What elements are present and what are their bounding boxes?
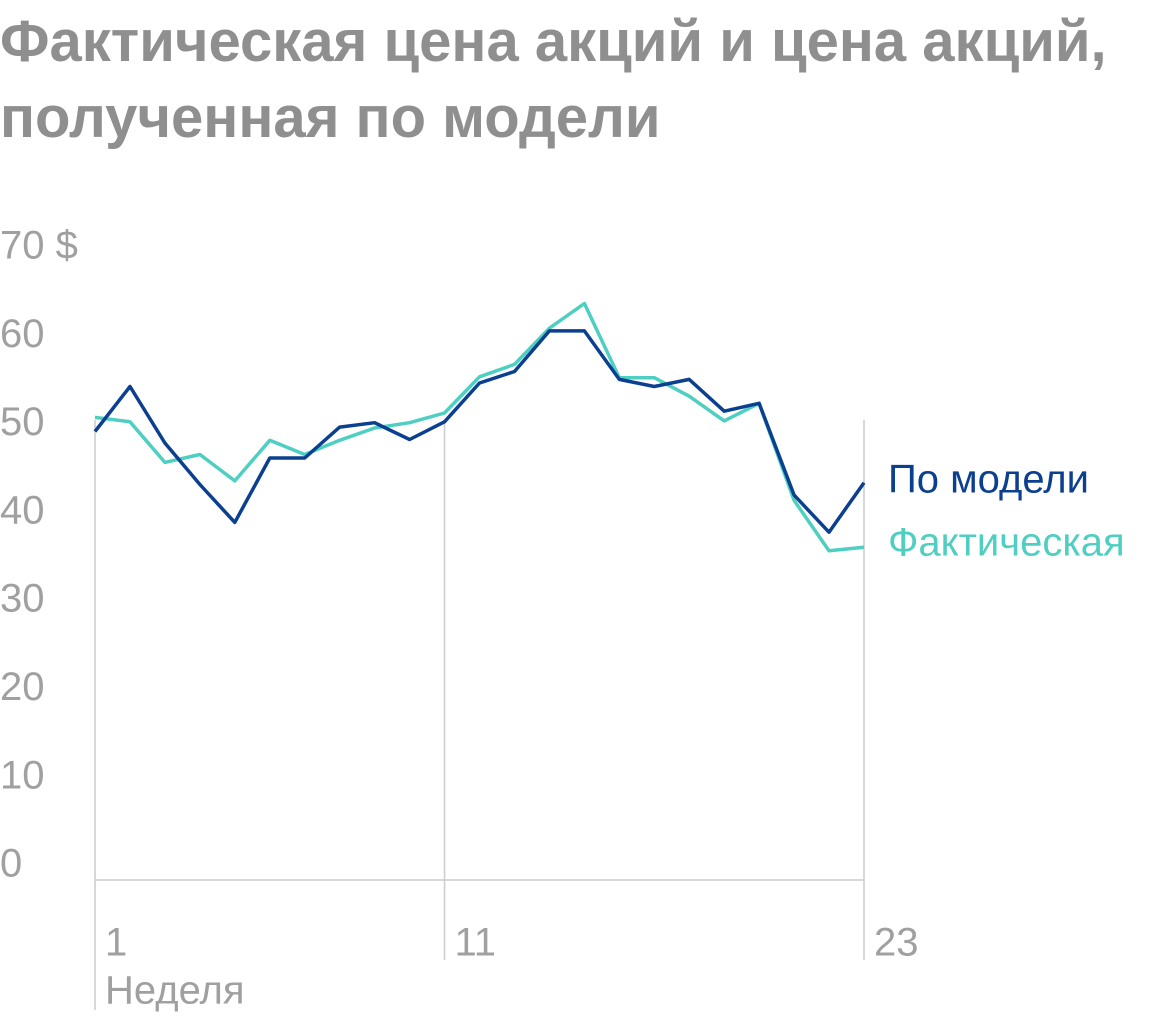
- y-tick-label: 60: [0, 312, 45, 356]
- legend-label: По модели: [888, 458, 1089, 502]
- x-axis-label: Неделя: [105, 969, 245, 1013]
- x-tick-label: 11: [455, 921, 497, 965]
- y-tick-label: 0: [0, 842, 22, 886]
- y-tick-label: 30: [0, 577, 45, 621]
- series-line: [94, 301, 865, 553]
- y-tick-label: 70 $: [0, 224, 78, 268]
- y-tick-label: 10: [0, 753, 45, 797]
- series-line: [93, 329, 866, 534]
- legend-label: Фактическая: [888, 521, 1125, 565]
- y-tick-label: 50: [0, 400, 45, 444]
- x-tick-label: 1: [105, 921, 127, 965]
- x-tick-label: 23: [874, 921, 919, 965]
- y-tick-label: 40: [0, 488, 45, 532]
- chart-title: Фактическая цена акций и цена акций, пол…: [0, 9, 1107, 150]
- y-tick-label: 20: [0, 665, 45, 709]
